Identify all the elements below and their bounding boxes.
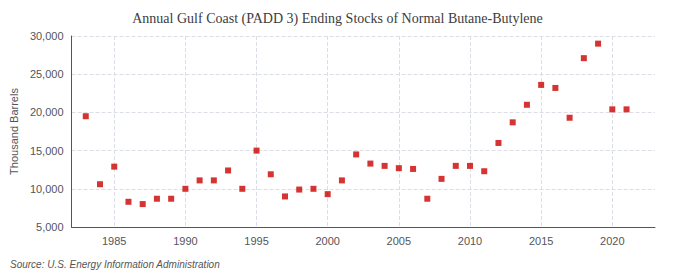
svg-text:10,000: 10,000: [30, 183, 64, 195]
svg-text:Source: U.S. Energy Informatio: Source: U.S. Energy Information Administ…: [10, 259, 220, 270]
svg-text:2005: 2005: [387, 235, 411, 247]
svg-text:20,000: 20,000: [30, 106, 64, 118]
svg-text:5,000: 5,000: [36, 221, 64, 233]
svg-text:25,000: 25,000: [30, 68, 64, 80]
svg-text:2020: 2020: [600, 235, 624, 247]
svg-text:2015: 2015: [529, 235, 553, 247]
svg-text:30,000: 30,000: [30, 30, 64, 42]
svg-text:Annual Gulf Coast (PADD 3) End: Annual Gulf Coast (PADD 3) Ending Stocks…: [132, 11, 543, 27]
svg-text:2000: 2000: [315, 235, 339, 247]
svg-text:Thousand Barrels: Thousand Barrels: [8, 88, 20, 175]
svg-text:15,000: 15,000: [30, 145, 64, 157]
svg-text:1990: 1990: [173, 235, 197, 247]
svg-text:1985: 1985: [102, 235, 126, 247]
svg-text:1995: 1995: [244, 235, 268, 247]
svg-text:2010: 2010: [458, 235, 482, 247]
